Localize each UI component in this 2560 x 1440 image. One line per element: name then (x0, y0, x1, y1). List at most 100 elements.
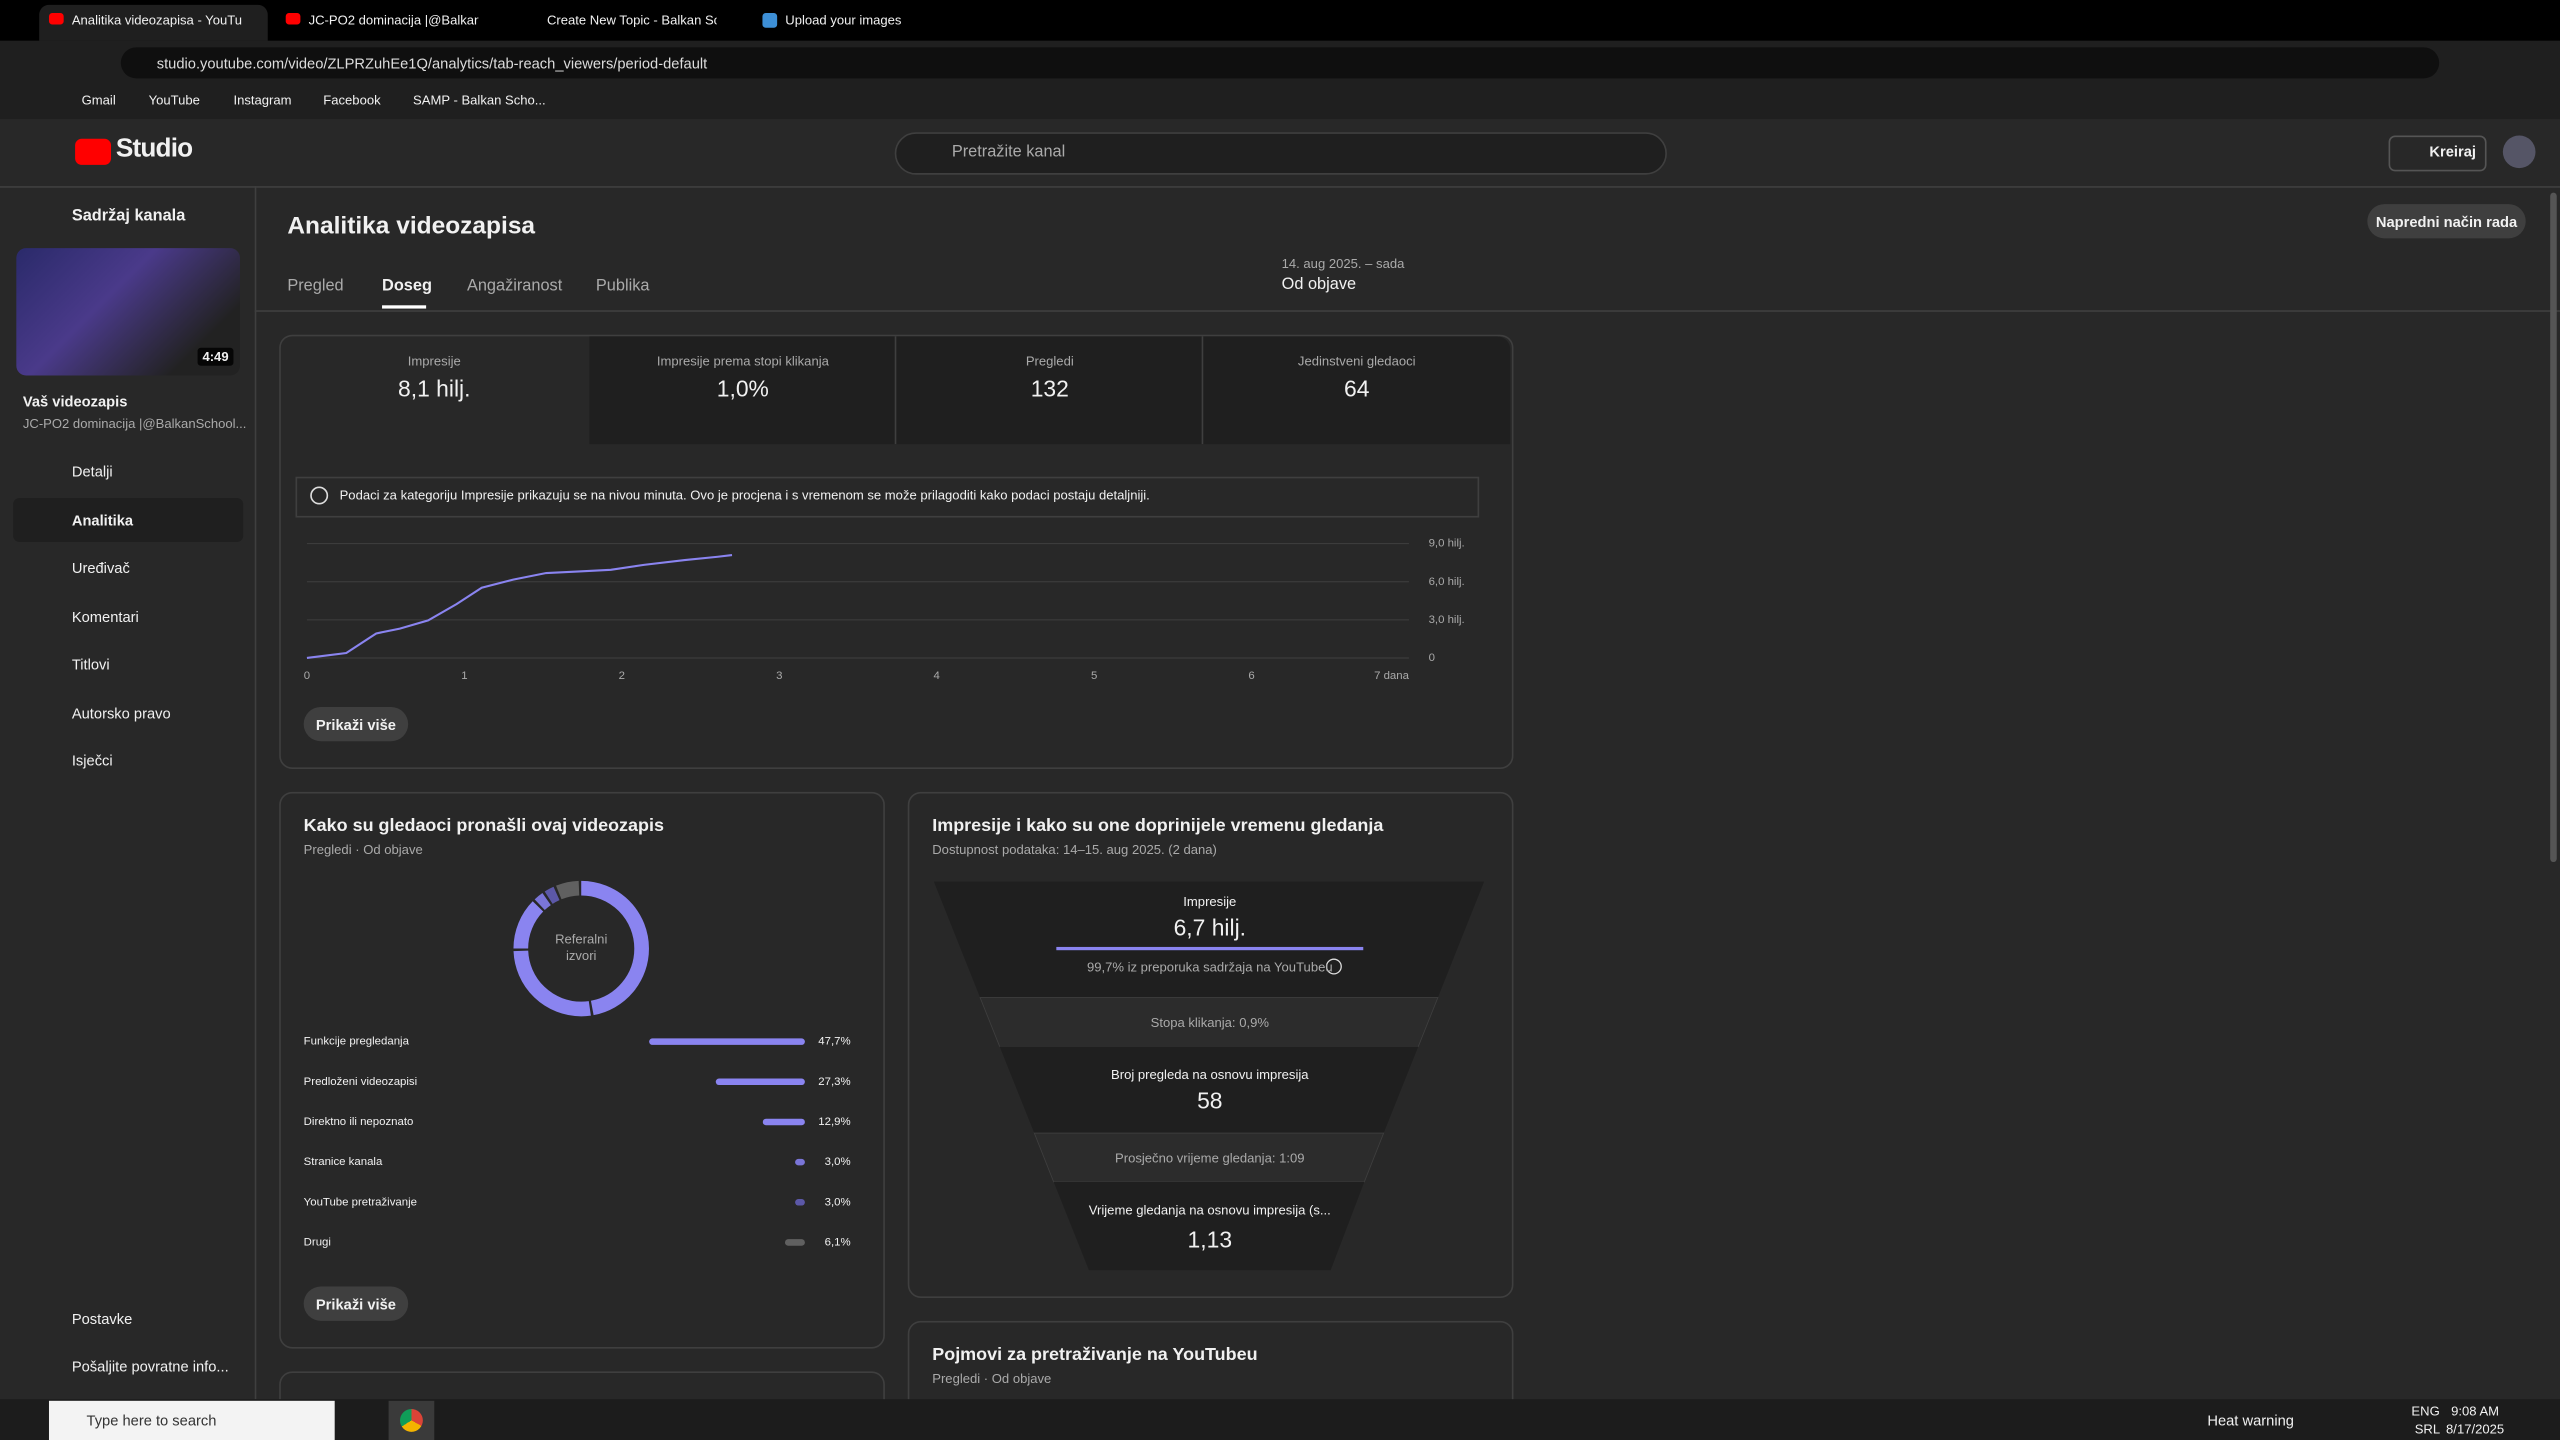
source-bar (795, 1158, 805, 1166)
metric-label[interactable]: Impresije (407, 354, 461, 369)
url[interactable]: studio.youtube.com/video/ZLPRZuhEe1Q/ana… (156, 55, 708, 72)
create-button[interactable] (2388, 135, 2487, 172)
avatar[interactable] (2502, 135, 2536, 169)
tab[interactable]: Pregled (287, 277, 344, 296)
divider (254, 310, 2560, 312)
card-subtitle: Dostupnost podataka: 14–15. aug 2025. (2… (932, 842, 1217, 858)
tab-underline (382, 305, 427, 309)
bookmark[interactable]: Gmail (81, 93, 116, 108)
nav-item[interactable]: Analitika (71, 512, 134, 529)
x-tick-label: 4 (934, 670, 941, 682)
bookmark[interactable]: YouTube (148, 93, 200, 108)
tab[interactable]: Angažiranost (466, 277, 563, 296)
funnel-rate: Stopa klikanja: 0,9% (1150, 1015, 1269, 1031)
back-link[interactable]: Sadržaj kanala (71, 207, 186, 226)
tab-title[interactable]: Upload your images (785, 13, 902, 28)
source-bar (715, 1078, 805, 1086)
tab-title[interactable]: Create New Topic - Balkan Sch (546, 13, 717, 28)
search-placeholder[interactable]: Pretražite kanal (951, 143, 1066, 162)
metric-label[interactable]: Impresije prema stopi klikanja (656, 354, 829, 369)
clock-date[interactable]: 8/17/2025 (2446, 1422, 2505, 1437)
source-value: 3,0% (825, 1196, 851, 1208)
metric-value[interactable]: 64 (1344, 375, 1370, 402)
metric-label[interactable]: Pregledi (1025, 354, 1074, 369)
tab-icon (48, 13, 64, 25)
bookmark[interactable]: Instagram (233, 93, 292, 108)
funnel-step (999, 1046, 1419, 1134)
x-tick-label: 2 (619, 670, 625, 682)
metric-value[interactable]: 132 (1030, 375, 1069, 402)
x-tick-label: 5 (1091, 670, 1097, 682)
funnel-value: 6,7 hilj. (1173, 914, 1246, 941)
taskbar-search-text[interactable]: Type here to search (86, 1412, 217, 1429)
x-tick-label: 6 (1248, 670, 1254, 682)
lang[interactable]: ENG (2411, 1404, 2440, 1419)
metric-value[interactable]: 1,0% (716, 375, 769, 402)
create-label[interactable]: Kreiraj (2429, 143, 2476, 160)
tab-icon (285, 13, 301, 25)
x-tick-label: 3 (776, 670, 782, 682)
logo-icon[interactable] (75, 138, 112, 165)
sidebar (0, 186, 257, 1400)
funnel-value: 1,13 (1187, 1226, 1233, 1253)
card-subtitle: Pregledi · Od objave (932, 1371, 1052, 1387)
metric-value[interactable]: 8,1 hilj. (398, 375, 471, 402)
nav-item[interactable]: Postavke (71, 1311, 133, 1328)
nav-item[interactable]: Detalji (71, 463, 113, 480)
scrollbar[interactable] (2550, 192, 2557, 863)
tab-strip (0, 0, 2560, 41)
nav-item[interactable]: Autorsko pravo (71, 705, 171, 722)
tile-divider (894, 336, 897, 445)
logo[interactable]: Studio (115, 135, 193, 164)
clock-time[interactable]: 9:08 AM (2451, 1404, 2500, 1419)
tab-active[interactable] (39, 4, 268, 41)
bookmark[interactable]: SAMP - Balkan Scho... (413, 93, 546, 108)
show-more-button[interactable]: Prikaži više (303, 706, 409, 742)
nav-item[interactable]: Pošaljite povratne info... (71, 1358, 229, 1375)
source-bar (762, 1118, 805, 1126)
nav-item[interactable]: Titlovi (71, 656, 110, 673)
card-subtitle: Pregledi · Od objave (303, 842, 423, 858)
tab[interactable]: Publika (595, 277, 650, 296)
nav-item[interactable]: Isječci (71, 752, 113, 769)
impressions-bar (1056, 946, 1364, 951)
funnel-value: 58 (1197, 1087, 1223, 1114)
chrome-icon[interactable] (399, 1408, 423, 1432)
search-box[interactable] (894, 132, 1667, 175)
video-label: Vaš videozapis (22, 393, 128, 410)
notice: Podaci za kategoriju Impresije prikazuju… (339, 488, 1150, 503)
source-name: Predloženi videozapisi (304, 1076, 418, 1088)
funnel-label: Vrijeme gledanja na osnovu impresija (s.… (1088, 1203, 1331, 1218)
nav-item[interactable]: Komentari (71, 608, 139, 626)
donut-segment (513, 880, 649, 1017)
advanced-button[interactable]: Napredni način rada (2367, 204, 2526, 239)
tab-icon (762, 13, 778, 28)
funnel-step (933, 881, 1485, 998)
tab[interactable]: Doseg (382, 277, 432, 296)
period[interactable]: Od objave (1281, 275, 1357, 294)
weather[interactable]: Heat warning (2207, 1412, 2294, 1429)
x-tick-label: 7 dana (1374, 670, 1410, 682)
tab-title[interactable]: JC-PO2 dominacija |@BalkanSc (308, 13, 479, 28)
date-range[interactable]: 14. aug 2025. – sada (1281, 256, 1405, 272)
card-title: Kako su gledaoci pronašli ovaj videozapi… (303, 816, 664, 836)
source-bar (784, 1239, 805, 1246)
bookmark[interactable]: Facebook (323, 93, 381, 108)
lang[interactable]: SRL (2414, 1422, 2441, 1437)
tab-title[interactable]: Analitika videozapisa - YouTub (71, 13, 242, 28)
nav-item[interactable]: Uređivač (71, 560, 130, 577)
source-value: 47,7% (818, 1036, 850, 1048)
show-more-button[interactable]: Prikaži više (303, 1286, 409, 1321)
y-tick-label: 3,0 hilj. (1429, 614, 1465, 626)
line-series (306, 554, 733, 660)
metric-label[interactable]: Jedinstveni gledaoci (1297, 354, 1416, 369)
address-bar[interactable] (120, 47, 2440, 79)
taskbar-search[interactable] (48, 1400, 335, 1440)
y-tick-label: 9,0 hilj. (1429, 538, 1465, 550)
duration: 4:49 (197, 347, 234, 366)
page-title: Analitika videozapisa (287, 212, 536, 240)
metric-tiles (589, 336, 1511, 445)
video-title: JC-PO2 dominacija |@BalkanSchool... (22, 416, 247, 432)
